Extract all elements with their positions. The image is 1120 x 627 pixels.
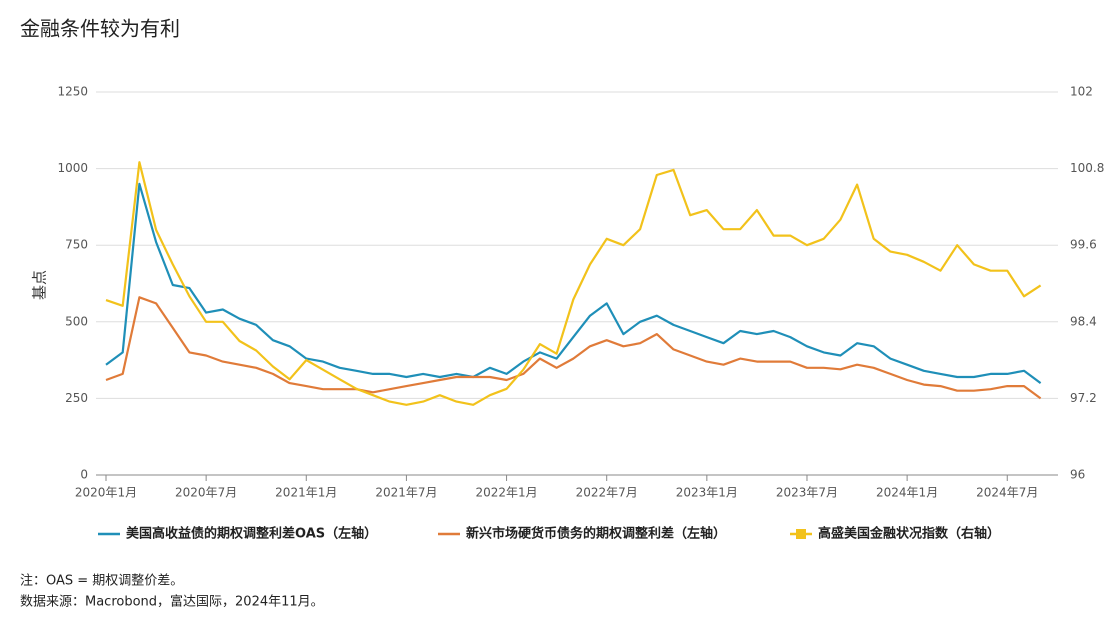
x-tick-label: 2021年1月 [275,486,337,500]
x-tick-label: 2020年1月 [75,486,137,500]
x-tick-label: 2022年1月 [475,486,537,500]
legend-marker [796,529,806,539]
y2-tick-label: 98.4 [1070,314,1097,328]
y-tick-label: 250 [65,391,88,405]
x-tick-label: 2024年7月 [976,486,1038,500]
chart-title: 金融条件较为有利 [20,17,180,41]
y2-tick-label: 99.6 [1070,238,1097,252]
x-tick-label: 2020年7月 [175,486,237,500]
x-tick-label: 2022年7月 [576,486,638,500]
y-tick-label: 750 [65,238,88,252]
series-line [105,296,1042,400]
source: 数据来源：Macrobond，富达国际，2024年11月。 [20,594,324,610]
y-tick-label: 1000 [57,161,88,175]
legend-label: 高盛美国金融状况指数（右轴） [818,526,1000,542]
series-line [105,182,1042,384]
note: 注：OAS = 期权调整价差。 [20,573,183,589]
x-tick-label: 2023年7月 [776,486,838,500]
y2-tick-label: 97.2 [1070,391,1097,405]
x-tick-label: 2023年1月 [676,486,738,500]
y-tick-label: 0 [80,468,88,482]
y2-tick-label: 102 [1070,85,1093,99]
y2-tick-label: 100.8 [1070,161,1104,175]
legend-label: 新兴市场硬货币债务的期权调整利差（左轴） [466,526,726,542]
y2-tick-label: 96 [1070,468,1085,482]
y-tick-label: 500 [65,314,88,328]
legend-label: 美国高收益债的期权调整利差OAS（左轴） [126,526,377,542]
x-tick-label: 2024年1月 [876,486,938,500]
x-tick-label: 2021年7月 [375,486,437,500]
y-axis-label: 基点 [31,270,49,300]
series-line [105,161,1042,406]
y-tick-label: 1250 [57,85,88,99]
